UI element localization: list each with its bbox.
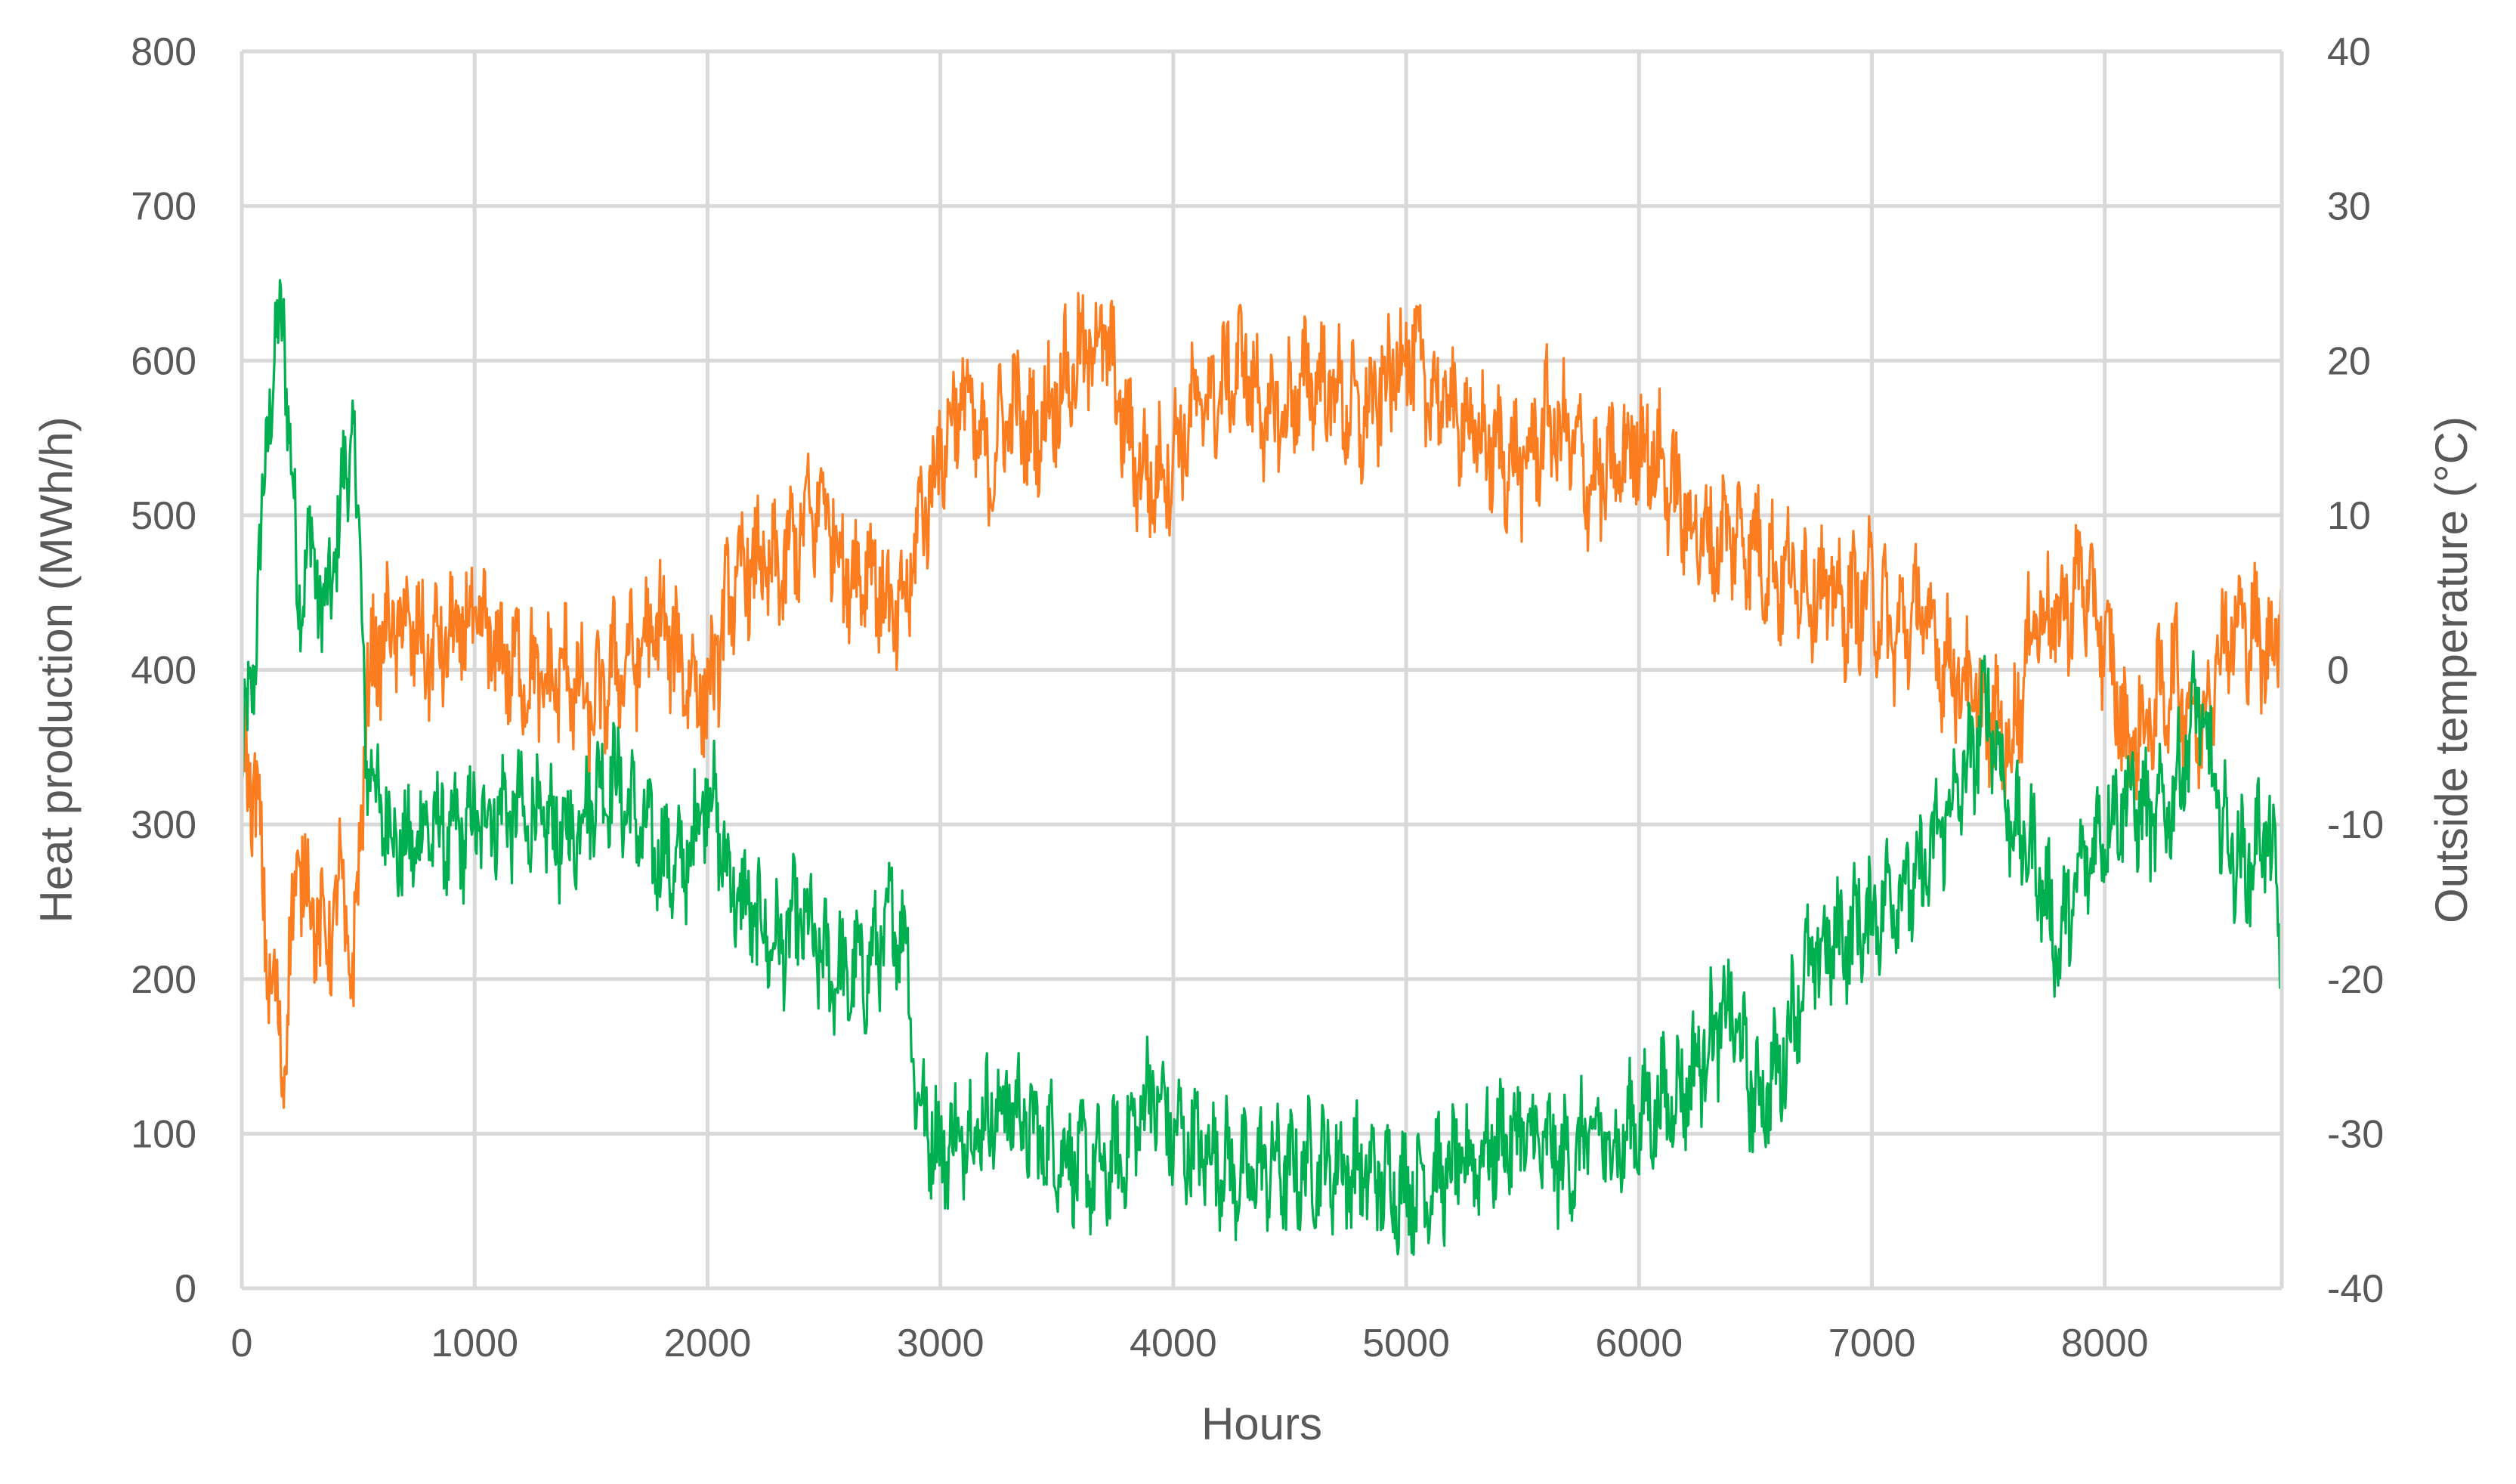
heat-production-series-line <box>240 279 2283 1256</box>
y-right-tick-label: 0 <box>2327 649 2349 693</box>
y-left-tick-label: 300 <box>131 803 196 847</box>
x-tick-label: 3000 <box>897 1322 984 1365</box>
y-left-tick-label: 700 <box>131 185 196 229</box>
x-tick-label: 7000 <box>1828 1322 1916 1365</box>
y-right-tick-label: 40 <box>2327 30 2371 74</box>
y-right-tick-label: 30 <box>2327 185 2371 229</box>
y-left-tick-label: 500 <box>131 494 196 538</box>
y-right-tick-label: 10 <box>2327 494 2371 538</box>
x-tick-label: 2000 <box>664 1322 752 1365</box>
y-right-tick-label: -10 <box>2327 803 2384 847</box>
x-tick-label: 8000 <box>2061 1322 2149 1365</box>
y-left-tick-label: 0 <box>175 1267 196 1311</box>
axis-layer <box>240 51 2284 1291</box>
y-right-tick-label: 20 <box>2327 339 2371 383</box>
y-left-tick-label: 600 <box>131 339 196 383</box>
y-right-tick-label: -30 <box>2327 1112 2384 1156</box>
x-axis-title: Hours <box>1201 1399 1322 1449</box>
label-layer: 0100200300400500600700800-40-30-20-10010… <box>131 30 2384 1365</box>
y-axis-left-title: Heat production (MWh/h) <box>31 416 82 923</box>
x-tick-label: 5000 <box>1362 1322 1450 1365</box>
grid-layer <box>242 49 2282 1288</box>
x-tick-label: 0 <box>231 1322 253 1365</box>
y-left-tick-label: 400 <box>131 649 196 693</box>
y-right-tick-label: -20 <box>2327 958 2384 1002</box>
y-left-tick-label: 100 <box>131 1112 196 1156</box>
temperature-series-line <box>240 292 2283 1109</box>
y-axis-right-title: Outside temperature (°C) <box>2426 416 2477 923</box>
y-right-tick-label: -40 <box>2327 1267 2384 1311</box>
x-tick-label: 4000 <box>1130 1322 1217 1365</box>
x-tick-label: 1000 <box>431 1322 518 1365</box>
series-layer <box>240 279 2283 1256</box>
y-left-tick-label: 200 <box>131 958 196 1002</box>
x-tick-label: 6000 <box>1595 1322 1683 1365</box>
y-left-tick-label: 800 <box>131 30 196 74</box>
